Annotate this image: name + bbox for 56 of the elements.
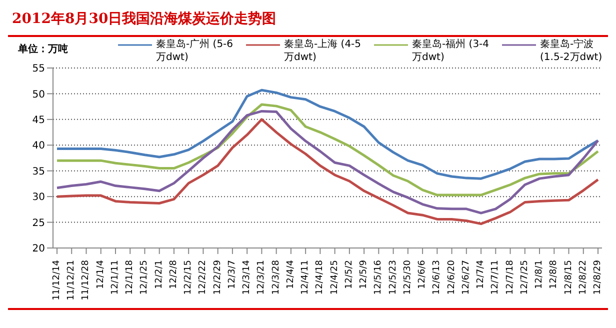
- line-series: [56, 118, 600, 226]
- x-tick-label: 12/2/22: [198, 260, 208, 295]
- x-tick-label: 12/5/23: [388, 260, 398, 295]
- x-tick-label: 12/4/11: [300, 260, 311, 295]
- x-tick-label: 12/8/29: [593, 260, 603, 295]
- line-series: [56, 88, 600, 180]
- y-tick-label: 45: [32, 114, 45, 126]
- y-tick-label: 20: [32, 244, 45, 255]
- x-tick-label: 12/7/18: [505, 260, 516, 295]
- x-tick-label: 12/1/25: [140, 260, 150, 295]
- x-tick-label: 12/1/18: [125, 260, 136, 295]
- x-tick-label: 12/6/13: [432, 260, 442, 295]
- x-tick-label: 12/2/8: [168, 260, 179, 289]
- x-tick-label: 12/2/1: [154, 260, 164, 289]
- x-tick-label: 12/8/22: [578, 260, 588, 295]
- x-tick-label: 12/3/28: [271, 260, 282, 295]
- x-tick-label: 12/7/4: [476, 260, 486, 289]
- y-tick-label: 35: [32, 166, 45, 178]
- x-tick-label: 12/5/2: [344, 260, 354, 289]
- x-tick-label: 12/4/4: [286, 260, 296, 289]
- chart-title: 2012年8月30日我国沿海煤炭运价走势图: [12, 10, 276, 28]
- x-tick-label: 12/6/20: [446, 260, 457, 295]
- legend-label: 秦皇岛-宁波 (1.5-2万dwt): [540, 38, 604, 64]
- x-tick-label: 11/12/28: [81, 260, 92, 300]
- x-tick-label: 12/3/14: [242, 260, 252, 295]
- x-tick-label: 12/2/29: [212, 260, 223, 295]
- x-tick-label: 12/5/30: [402, 260, 413, 295]
- x-tick-label: 12/1/4: [96, 260, 106, 289]
- x-tick-label: 12/7/11: [490, 260, 501, 295]
- x-tick-label: 12/1/11: [110, 260, 120, 295]
- y-tick-label: 25: [32, 218, 45, 229]
- x-tick-label: 12/4/25: [330, 260, 340, 295]
- y-tick-label: 40: [32, 140, 45, 152]
- x-tick-label: 12/6/6: [418, 260, 428, 289]
- x-tick-label: 12/5/9: [359, 260, 370, 289]
- x-tick-label: 12/8/15: [564, 260, 574, 295]
- x-tick-label: 12/3/21: [256, 260, 267, 295]
- x-tick-label: 11/12/21: [66, 260, 77, 300]
- x-tick-label: 12/8/1: [534, 260, 545, 289]
- y-tick-label: 55: [32, 64, 45, 75]
- legend-label: 秦皇岛-福州 (3-4万dwt): [412, 38, 490, 64]
- legend-label: 秦皇岛-广州 (5-6万dwt): [156, 38, 234, 64]
- x-tick-label: 12/8/8: [549, 260, 560, 289]
- x-tick-label: 12/2/15: [184, 260, 194, 295]
- line-series: [56, 103, 600, 196]
- x-tick-label: 11/12/14: [52, 260, 62, 300]
- x-tick-label: 12/7/25: [520, 260, 530, 295]
- x-tick-label: 12/5/16: [374, 260, 384, 295]
- legend-label: 秦皇岛-上海 (4-5万dwt): [284, 38, 362, 64]
- line-series: [56, 110, 600, 214]
- y-tick-label: 30: [32, 192, 45, 204]
- y-axis-title: 单位：万吨: [18, 42, 68, 56]
- x-tick-label: 12/6/27: [461, 260, 472, 295]
- y-tick-label: 50: [32, 89, 45, 100]
- x-tick-label: 12/3/7: [227, 260, 238, 289]
- x-tick-label: 12/4/18: [315, 260, 326, 295]
